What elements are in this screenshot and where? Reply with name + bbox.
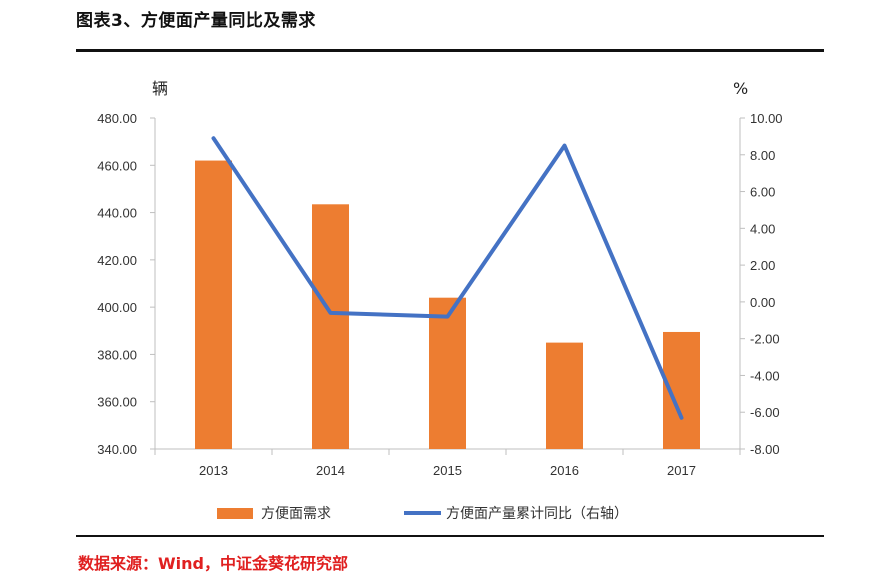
left-tick-label: 420.00 bbox=[97, 253, 137, 268]
bar bbox=[312, 204, 349, 449]
chart-title: 图表3、方便面产量同比及需求 bbox=[76, 11, 316, 31]
x-tick-label: 2014 bbox=[316, 463, 345, 478]
legend-bar-swatch bbox=[217, 508, 253, 519]
top-rule bbox=[76, 49, 824, 52]
right-tick-label: -8.00 bbox=[750, 442, 780, 457]
left-tick-label: 380.00 bbox=[97, 347, 137, 362]
x-tick-label: 2016 bbox=[550, 463, 579, 478]
right-axis-unit: % bbox=[733, 79, 748, 98]
right-tick-label: 2.00 bbox=[750, 258, 775, 273]
source-note: 数据来源：Wind，中证金葵花研究部 bbox=[78, 554, 348, 573]
left-tick-label: 440.00 bbox=[97, 206, 137, 221]
x-tick-label: 2015 bbox=[433, 463, 462, 478]
bar bbox=[546, 342, 583, 449]
left-tick-label: 400.00 bbox=[97, 300, 137, 315]
right-tick-label: 4.00 bbox=[750, 221, 775, 236]
left-tick-label: 460.00 bbox=[97, 158, 137, 173]
bar bbox=[195, 160, 232, 450]
left-tick-label: 360.00 bbox=[97, 395, 137, 410]
left-tick-label: 340.00 bbox=[97, 442, 137, 457]
left-axis-unit: 辆 bbox=[152, 79, 168, 98]
bottom-rule bbox=[76, 535, 824, 537]
line-point bbox=[212, 136, 215, 140]
line-point bbox=[563, 144, 566, 148]
right-tick-label: 0.00 bbox=[750, 295, 775, 310]
line-point bbox=[329, 311, 332, 315]
x-tick-label: 2017 bbox=[667, 463, 696, 478]
left-tick-label: 480.00 bbox=[97, 111, 137, 126]
line-point bbox=[680, 416, 683, 420]
right-tick-label: 6.00 bbox=[750, 185, 775, 200]
x-tick-label: 2013 bbox=[199, 463, 228, 478]
legend-line-label: 方便面产量累计同比（右轴） bbox=[446, 506, 628, 522]
right-tick-label: 10.00 bbox=[750, 111, 783, 126]
right-tick-label: -2.00 bbox=[750, 332, 780, 347]
bar bbox=[429, 297, 466, 449]
right-tick-label: -4.00 bbox=[750, 368, 780, 383]
right-tick-label: 8.00 bbox=[750, 148, 775, 163]
right-tick-label: -6.00 bbox=[750, 405, 780, 420]
line-point bbox=[446, 315, 449, 319]
legend-bar-label: 方便面需求 bbox=[261, 506, 331, 522]
